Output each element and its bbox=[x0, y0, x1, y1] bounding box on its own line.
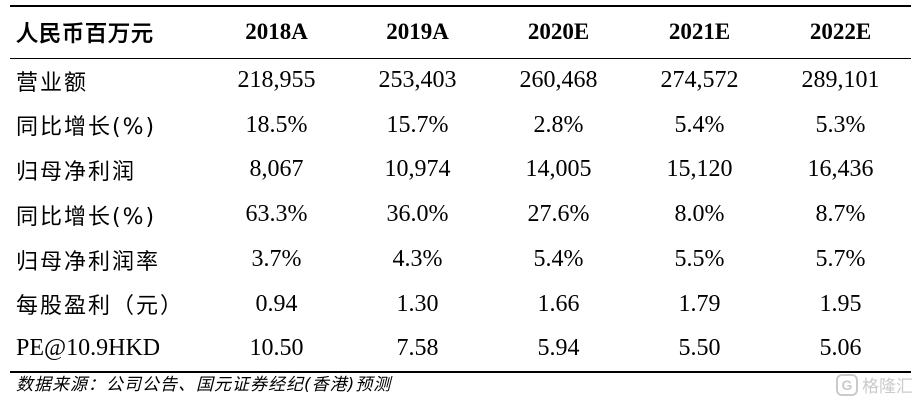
table-row-revenue-growth: 同比增长(%) 18.5% 15.7% 2.8% 5.4% 5.3% bbox=[10, 103, 911, 148]
table-row-revenue: 营业额 218,955 253,403 260,468 274,572 289,… bbox=[10, 58, 911, 103]
table-cell: 274,572 bbox=[660, 67, 739, 94]
table-cell: 260,468 bbox=[519, 67, 598, 94]
table-cell: 16,436 bbox=[807, 156, 874, 183]
financial-table-container: 人民币百万元 2018A 2019A 2020E 2021E 2022E 营业额… bbox=[10, 5, 911, 373]
table-row-pe: PE@10.9HKD 10.50 7.58 5.94 5.50 5.06 bbox=[10, 326, 911, 373]
header-year-2018a: 2018A bbox=[206, 5, 347, 59]
table-cell: 1.79 bbox=[678, 290, 721, 317]
row-label: 同比增长(%) bbox=[16, 204, 157, 230]
source-note: 数据来源：公司公告、国元证券经纪(香港)预测 bbox=[16, 375, 392, 395]
table-cell: 4.3% bbox=[392, 246, 443, 273]
table-header-row: 人民币百万元 2018A 2019A 2020E 2021E 2022E bbox=[10, 5, 911, 59]
table-cell: 10.50 bbox=[206, 326, 347, 373]
row-label: 每股盈利（元） bbox=[16, 294, 185, 320]
row-label: 同比增长(%) bbox=[16, 115, 157, 141]
financial-forecast-table: 人民币百万元 2018A 2019A 2020E 2021E 2022E 营业额… bbox=[10, 5, 911, 373]
table-row-profit-growth: 同比增长(%) 63.3% 36.0% 27.6% 8.0% 8.7% bbox=[10, 192, 911, 237]
table-cell: 8,067 bbox=[249, 156, 304, 183]
header-year-2022e: 2022E bbox=[770, 5, 911, 59]
watermark: G 格隆汇 bbox=[836, 372, 913, 397]
table-cell: 5.4% bbox=[674, 111, 725, 138]
watermark-text: 格隆汇 bbox=[862, 377, 913, 397]
table-cell: 0.94 bbox=[255, 290, 298, 317]
header-unit-label: 人民币百万元 bbox=[10, 5, 206, 59]
table-cell: 218,955 bbox=[237, 67, 316, 94]
table-cell: 2.8% bbox=[533, 111, 584, 138]
watermark-logo-icon: G bbox=[836, 373, 858, 396]
table-cell: 15.7% bbox=[386, 111, 449, 138]
row-label: PE@10.9HKD bbox=[10, 326, 206, 373]
row-label: 归母净利润率 bbox=[16, 249, 161, 275]
table-cell: 5.7% bbox=[815, 246, 866, 273]
table-cell: 5.5% bbox=[674, 246, 725, 273]
header-year-2019a: 2019A bbox=[347, 5, 488, 59]
row-label: 归母净利润 bbox=[16, 159, 137, 185]
table-cell: 5.94 bbox=[488, 326, 629, 373]
table-cell: 289,101 bbox=[801, 67, 880, 94]
table-cell: 1.66 bbox=[537, 290, 580, 317]
table-cell: 5.06 bbox=[770, 326, 911, 373]
table-cell: 3.7% bbox=[251, 246, 302, 273]
table-cell: 8.0% bbox=[674, 201, 725, 228]
table-cell: 7.58 bbox=[347, 326, 488, 373]
table-cell: 1.30 bbox=[396, 290, 439, 317]
table-cell: 18.5% bbox=[245, 111, 308, 138]
table-cell: 15,120 bbox=[666, 156, 733, 183]
table-cell: 63.3% bbox=[245, 201, 308, 228]
table-cell: 5.3% bbox=[815, 111, 866, 138]
table-row-eps: 每股盈利（元） 0.94 1.30 1.66 1.79 1.95 bbox=[10, 282, 911, 327]
table-cell: 5.4% bbox=[533, 246, 584, 273]
table-cell: 10,974 bbox=[384, 156, 451, 183]
table-cell: 1.95 bbox=[819, 290, 862, 317]
table-cell: 27.6% bbox=[527, 201, 590, 228]
table-row-net-profit: 归母净利润 8,067 10,974 14,005 15,120 16,436 bbox=[10, 148, 911, 193]
table-cell: 253,403 bbox=[378, 67, 457, 94]
table-cell: 36.0% bbox=[386, 201, 449, 228]
table-row-net-margin: 归母净利润率 3.7% 4.3% 5.4% 5.5% 5.7% bbox=[10, 237, 911, 282]
header-year-2021e: 2021E bbox=[629, 5, 770, 59]
table-cell: 14,005 bbox=[525, 156, 592, 183]
table-cell: 8.7% bbox=[815, 201, 866, 228]
row-label: 营业额 bbox=[16, 70, 89, 96]
table-cell: 5.50 bbox=[629, 326, 770, 373]
header-year-2020e: 2020E bbox=[488, 5, 629, 59]
